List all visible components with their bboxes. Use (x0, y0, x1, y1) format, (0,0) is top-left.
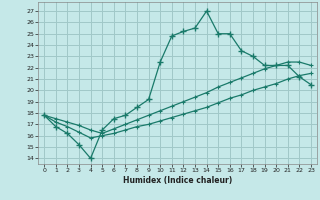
X-axis label: Humidex (Indice chaleur): Humidex (Indice chaleur) (123, 176, 232, 185)
